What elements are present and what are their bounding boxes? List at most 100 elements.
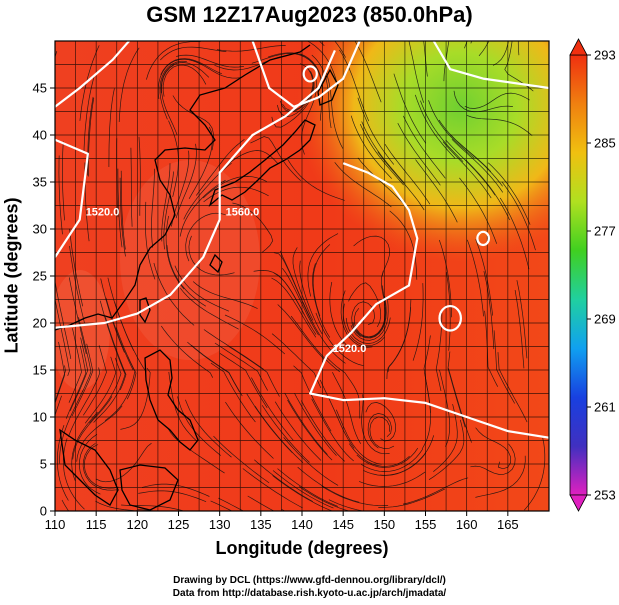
streamline	[492, 41, 509, 66]
x-tick-label: 150	[373, 517, 395, 532]
streamline	[174, 265, 230, 312]
streamline	[412, 283, 424, 361]
streamline	[76, 405, 123, 462]
streamline	[357, 157, 410, 211]
streamline	[247, 495, 275, 511]
streamline	[105, 297, 134, 371]
chart-title: GSM 12Z17Aug2023 (850.0hPa)	[146, 2, 473, 27]
streamline	[228, 346, 280, 397]
streamline	[350, 300, 389, 341]
streamline	[282, 267, 319, 336]
x-tick-label: 130	[209, 517, 231, 532]
streamline	[307, 233, 339, 297]
streamline	[363, 452, 427, 476]
streamline	[358, 471, 426, 487]
streamline	[450, 134, 503, 187]
streamline	[352, 295, 387, 339]
streamline	[161, 163, 171, 242]
contour-label: 1520.0	[333, 343, 367, 355]
streamline	[83, 345, 107, 416]
y-tick-label: 25	[33, 269, 47, 284]
y-tick-label: 40	[33, 128, 47, 143]
streamline	[242, 468, 303, 509]
streamline	[276, 71, 314, 117]
streamline	[179, 179, 226, 237]
streamline	[499, 197, 530, 270]
closed-contour	[302, 65, 318, 83]
streamline	[65, 345, 87, 419]
colorbar-tick-label: 293	[594, 48, 616, 63]
streamline	[274, 401, 322, 461]
streamline	[273, 252, 311, 318]
streamline	[340, 290, 373, 348]
streamline	[443, 41, 450, 82]
streamline	[120, 367, 151, 430]
streamline	[251, 53, 317, 68]
streamline	[514, 290, 525, 369]
streamline	[290, 315, 341, 373]
streamline	[300, 400, 346, 462]
streamline	[487, 162, 531, 225]
streamline	[378, 488, 446, 508]
colorbar-tick-label: 253	[594, 488, 616, 503]
streamline	[55, 365, 66, 404]
y-axis-label: Latitude (degrees)	[1, 197, 22, 354]
credit-line-2: Data from http://database.rish.kyoto-u.a…	[172, 588, 447, 599]
contour-line	[432, 40, 550, 90]
streamline	[334, 41, 346, 58]
y-tick-label: 20	[33, 316, 47, 331]
colorbar-tick-label: 261	[594, 400, 616, 415]
streamline	[271, 82, 315, 128]
streamline	[119, 177, 126, 257]
streamline	[464, 92, 530, 109]
streamline	[71, 411, 98, 481]
streamline	[58, 155, 63, 235]
streamline	[254, 459, 313, 502]
streamline	[210, 500, 233, 511]
y-tick-label: 15	[33, 363, 47, 378]
x-tick-label: 115	[86, 517, 107, 532]
streamline	[445, 139, 496, 196]
streamline	[470, 443, 516, 475]
streamline	[415, 159, 458, 223]
streamline	[251, 377, 294, 441]
streamline	[161, 325, 214, 378]
y-tick-label: 10	[33, 410, 47, 425]
streamline	[55, 281, 72, 359]
streamline	[414, 94, 456, 159]
streamline	[83, 444, 119, 489]
closed-contour	[476, 230, 490, 247]
streamline	[439, 369, 451, 447]
streamline	[465, 159, 510, 221]
x-tick-label: 165	[497, 517, 519, 532]
streamline	[59, 390, 84, 464]
streamline	[354, 41, 382, 103]
contour-label: 1560.0	[226, 207, 260, 219]
streamline	[393, 73, 427, 144]
streamline	[312, 244, 331, 317]
x-tick-label: 120	[126, 517, 148, 532]
streamline	[361, 121, 405, 184]
streamline	[516, 280, 528, 359]
streamline	[95, 500, 145, 511]
streamline	[219, 353, 268, 408]
contour-line	[251, 40, 361, 108]
streamline	[428, 419, 465, 480]
streamlines	[55, 41, 546, 511]
streamline	[202, 176, 267, 199]
streamline	[332, 372, 362, 444]
streamline	[225, 401, 274, 459]
streamline	[277, 468, 339, 507]
streamline	[261, 405, 310, 463]
grid-lines	[54, 40, 550, 512]
streamline	[99, 300, 126, 375]
streamline	[55, 395, 62, 417]
y-axis-ticks: 0 5 10 15 20 25 30 35 40 45	[33, 81, 55, 519]
streamline	[442, 141, 492, 199]
streamline	[224, 314, 286, 355]
streamline	[167, 428, 225, 474]
streamline	[350, 115, 392, 179]
x-tick-label: 155	[415, 517, 437, 532]
streamline	[423, 335, 431, 413]
streamline	[329, 281, 355, 352]
